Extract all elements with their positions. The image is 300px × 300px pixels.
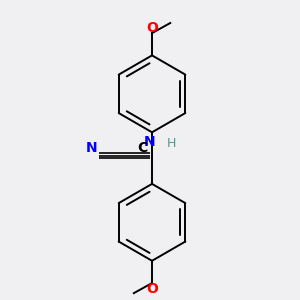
Text: N: N [144, 135, 156, 148]
Text: O: O [146, 282, 158, 296]
Text: H: H [167, 136, 176, 150]
Text: C: C [137, 141, 147, 155]
Text: O: O [146, 21, 158, 34]
Text: N: N [86, 141, 98, 155]
